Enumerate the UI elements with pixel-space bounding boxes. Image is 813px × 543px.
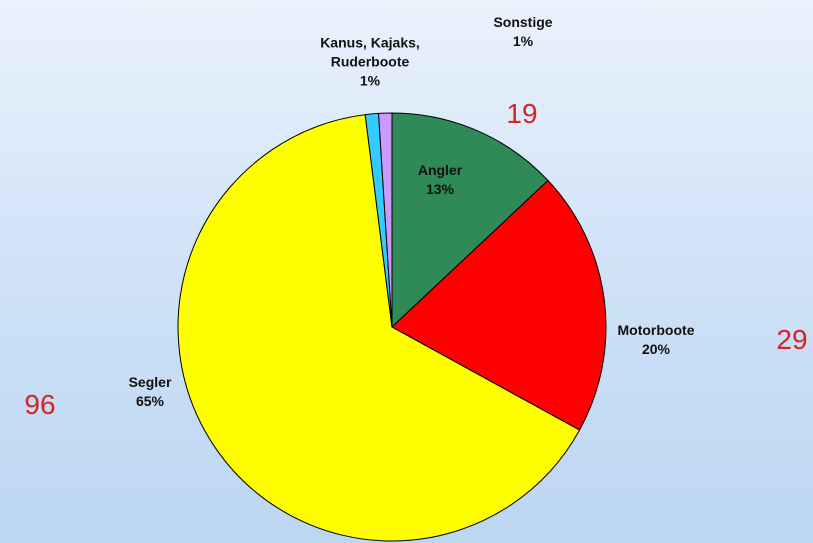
pie-slice — [177, 114, 581, 542]
slice-label: Kanus, Kajaks, Ruderboote 1% — [295, 34, 445, 91]
percent-label: 1% — [512, 33, 534, 49]
percent-label: 13% — [425, 181, 455, 197]
percent-label: 1% — [359, 72, 381, 89]
percent-label: 20% — [641, 341, 671, 357]
pie-slice — [378, 112, 393, 328]
slice-label: Angler 13% — [418, 161, 462, 199]
annotation: 19 — [506, 98, 538, 129]
pie-slice — [391, 112, 549, 329]
pie-slice — [391, 179, 607, 431]
annotation: 29 — [776, 324, 808, 355]
category-label: Sonstige — [493, 14, 553, 31]
category-label: Kanus, Kajaks, Ruderboote — [320, 34, 420, 70]
category-label: Angler — [417, 162, 463, 179]
slice-label: Segler 65% — [129, 373, 172, 411]
category-label: Motorboote — [617, 322, 695, 339]
slice-label: Motorboote 20% — [618, 321, 695, 359]
percent-label: 65% — [135, 393, 165, 409]
category-label: Segler — [128, 374, 172, 391]
annotation: 96 — [24, 389, 56, 420]
slice-label: Sonstige 1% — [493, 13, 552, 51]
